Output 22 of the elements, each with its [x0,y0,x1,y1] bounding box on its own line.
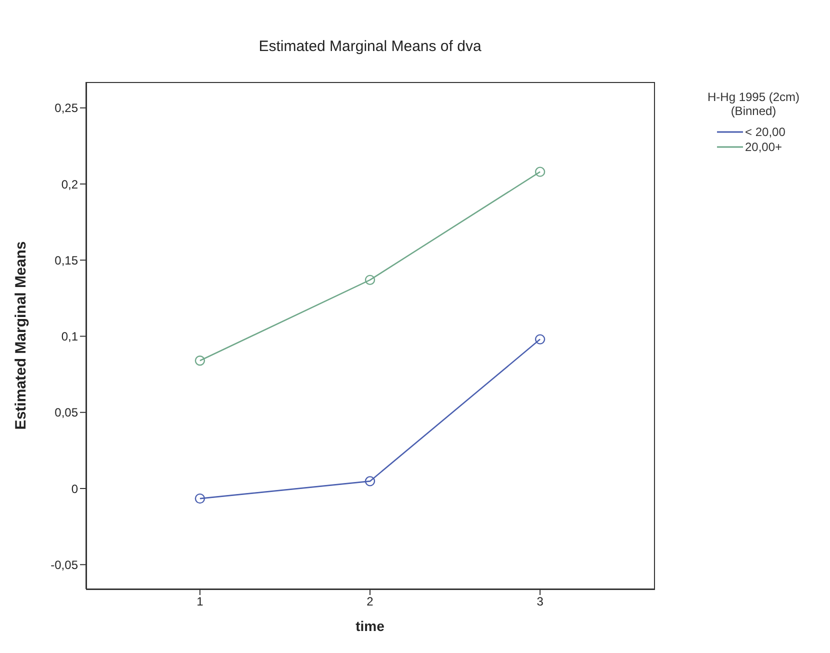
chart-title: Estimated Marginal Means of dva [258,38,482,55]
y-tick-label: -0,05 [50,558,78,572]
point [194,493,206,504]
legend-label: < 20,00 [745,124,786,138]
y-tick-label: 0,2 [61,177,78,192]
legend-label: 20,00+ [745,140,782,154]
x-tick-label: 2 [366,594,374,609]
y-tick-label: 0,05 [54,406,78,420]
y-tick-label: 0 [71,482,78,496]
point [194,356,206,366]
y-axis-title: Estimated Marginal Means [12,241,30,430]
y-tick-label: 0,1 [61,330,78,344]
point [364,476,376,486]
x-tick-label: 3 [536,594,544,609]
y-tick-label: 0,15 [54,253,78,268]
legend-title: H-Hg 1995 (2cm) (Binned) [706,90,801,118]
x-tick-label: 1 [196,594,204,609]
point [534,166,546,177]
point [364,274,376,286]
y-tick-label: 0,25 [54,101,78,116]
x-axis-title: time [356,618,385,634]
point [534,334,546,344]
